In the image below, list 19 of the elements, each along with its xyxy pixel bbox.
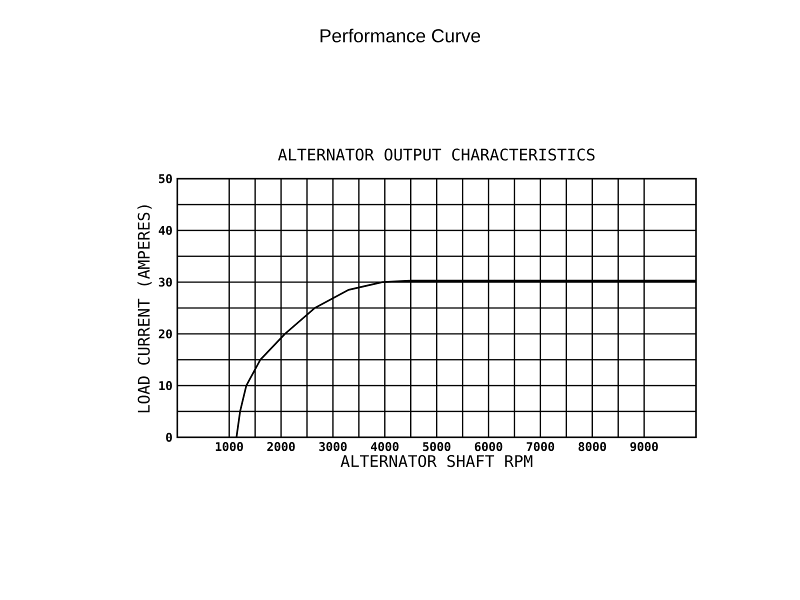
x-tick-label: 2000: [267, 442, 295, 452]
chart-title: Performance Curve: [320, 28, 480, 42]
y-axis-title: LOAD CURRENT (AMPERES): [137, 205, 152, 412]
y-tick-label: 30: [158, 278, 172, 287]
x-tick-label: 4000: [370, 442, 399, 452]
x-tick-label: 1000: [216, 442, 243, 452]
x-tick-label: 8000: [578, 442, 606, 452]
y-tick-label: 40: [158, 226, 172, 235]
y-tick-label: 50: [159, 174, 172, 184]
x-tick-label: 9000: [630, 442, 658, 452]
x-axis-title: ALTERNATOR SHAFT RPM: [340, 454, 532, 468]
y-tick-label: 0: [166, 432, 172, 442]
y-tick-label: 20: [158, 329, 172, 338]
x-tick-label: 3000: [319, 442, 347, 452]
y-tick-label: 10: [159, 381, 172, 390]
chart-subtitle: ALTERNATOR OUTPUT CHARACTERISTICS: [278, 148, 595, 161]
x-tick-label: 6000: [474, 442, 502, 452]
x-tick-label: 7000: [526, 442, 554, 452]
x-tick-label: 5000: [423, 442, 450, 452]
